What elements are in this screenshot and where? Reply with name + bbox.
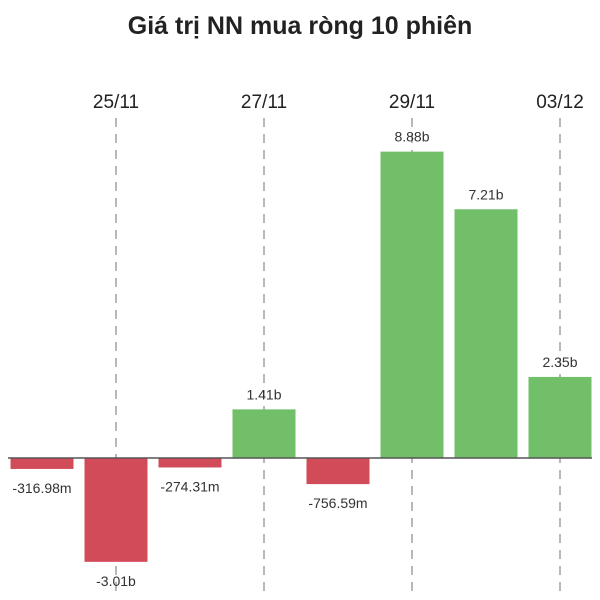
bar-0	[10, 458, 74, 469]
data-label-4: -756.59m	[308, 495, 367, 511]
x-tick-label-0: 25/11	[93, 92, 139, 113]
data-label-5: 8.88b	[394, 129, 429, 145]
x-tick-label-3: 03/12	[536, 92, 584, 113]
x-tick-label-2: 29/11	[389, 92, 435, 113]
bar-1	[84, 458, 148, 562]
data-label-2: -274.31m	[160, 478, 219, 494]
data-label-6: 7.21b	[468, 186, 503, 202]
bar-5	[380, 151, 444, 458]
chart-title: Giá trị NN mua ròng 10 phiên	[127, 12, 473, 40]
data-label-0: -316.98m	[12, 480, 71, 496]
bar-2	[158, 458, 222, 468]
x-tick-label-1: 27/11	[241, 92, 287, 113]
data-label-1: -3.01b	[96, 573, 136, 589]
bar-7	[528, 376, 592, 458]
bar-4	[306, 458, 370, 485]
data-label-7: 2.35b	[542, 354, 577, 370]
bar-6	[454, 209, 518, 458]
bar-3	[232, 409, 296, 458]
data-label-3: 1.41b	[246, 386, 281, 402]
